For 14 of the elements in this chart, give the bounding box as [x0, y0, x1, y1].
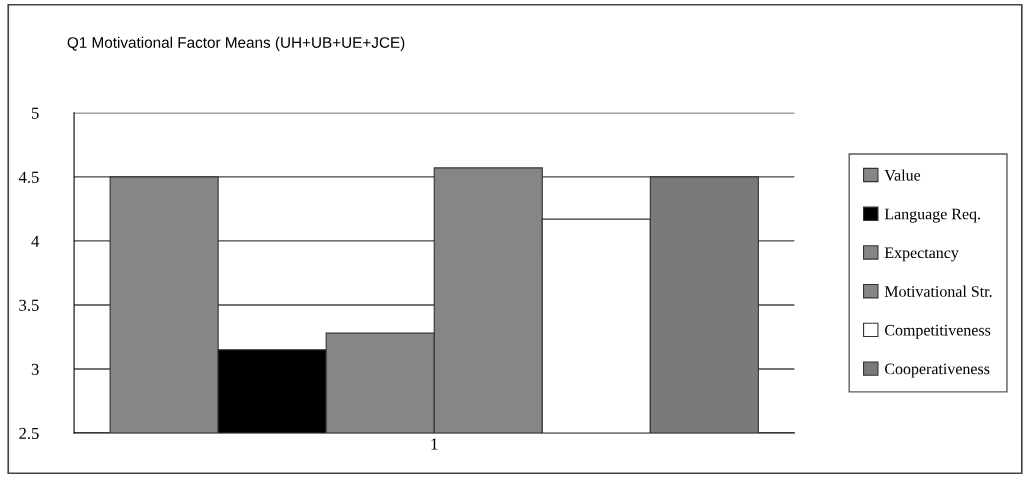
y-tick-label: 4	[31, 235, 40, 247]
y-tick-label: 4.5	[18, 171, 39, 183]
legend-label: Language Req.	[884, 208, 980, 223]
y-tick-label: 3	[31, 363, 39, 375]
y-tick-label: 5	[32, 107, 39, 119]
legend-label: Cooperativeness	[884, 363, 990, 378]
legend-label: Motivational Str.	[884, 285, 992, 297]
chart-title: Q1 Motivational Factor Means (UH+UB+UE+JCE)	[67, 36, 405, 51]
legend-label: Competitiveness	[884, 324, 991, 339]
x-tick-label: 1	[431, 438, 438, 450]
y-tick-label: 3.5	[19, 299, 39, 311]
legend-label: Expectancy	[884, 247, 959, 262]
y-tick-label: 2.5	[19, 427, 39, 440]
legend-label: Value	[884, 169, 921, 181]
